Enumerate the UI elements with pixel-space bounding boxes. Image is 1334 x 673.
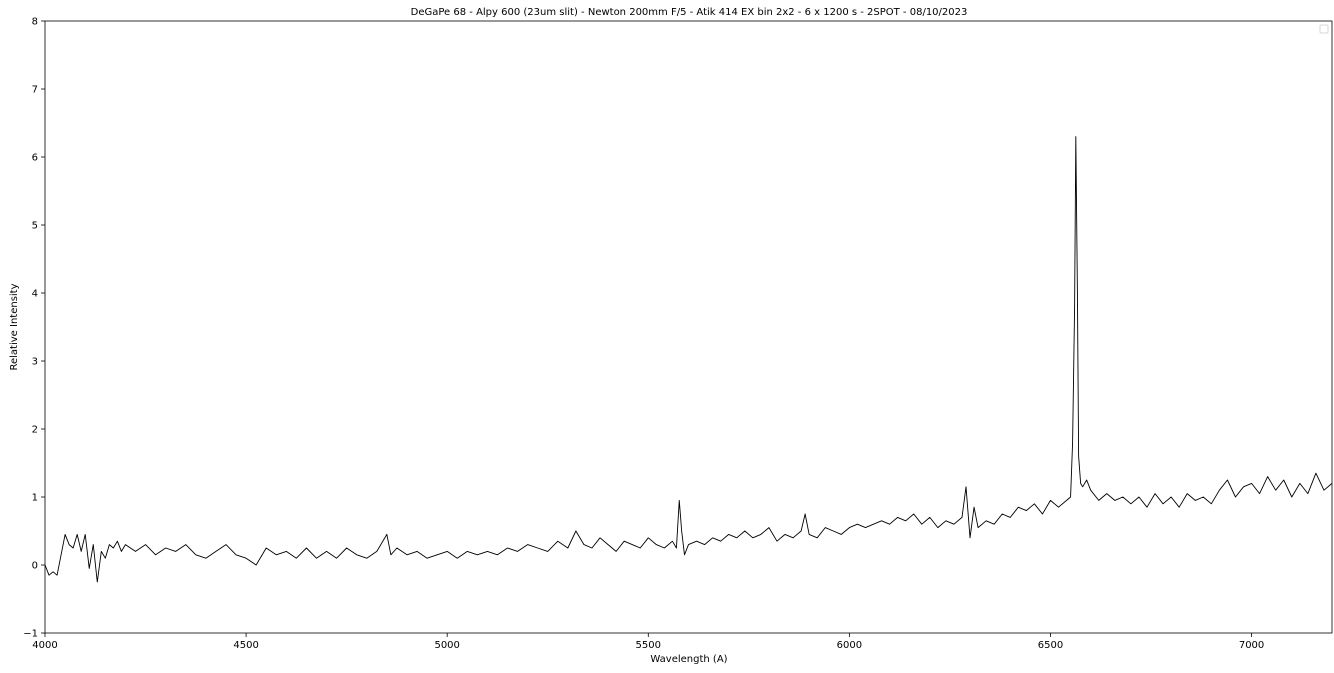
x-tick-label: 5500 <box>636 640 661 651</box>
y-tick-label: 8 <box>32 17 38 28</box>
x-tick-label: 6500 <box>1038 640 1063 651</box>
x-axis-label: Wavelength (A) <box>650 654 727 665</box>
y-tick-label: 2 <box>32 425 38 436</box>
chart-title: DeGaPe 68 - Alpy 600 (23um slit) - Newto… <box>411 7 968 18</box>
y-tick-label: 6 <box>32 153 38 164</box>
plot-frame <box>44 20 1333 634</box>
y-tick-label: −1 <box>23 629 38 640</box>
y-tick-label: 3 <box>32 357 38 368</box>
y-tick-label: 5 <box>32 221 38 232</box>
x-tick-label: 5000 <box>434 640 459 651</box>
axis-ticks: 4000 4500 5000 5500 6000 6500 7000 −1 0 1 2 3 4 5 6 7 8 <box>23 17 1264 652</box>
legend-box <box>1319 24 1329 34</box>
x-tick-label: 4000 <box>32 640 57 651</box>
y-tick-label: 1 <box>32 493 38 504</box>
y-tick-label: 7 <box>32 85 38 96</box>
y-tick-label: 4 <box>32 289 38 300</box>
y-axis-label: Relative Intensity <box>9 283 20 370</box>
x-tick-label: 7000 <box>1239 640 1264 651</box>
x-tick-label: 6000 <box>837 640 862 651</box>
spectrum-line-series-0 <box>44 136 1333 583</box>
plot-area <box>44 136 1333 583</box>
x-tick-label: 4500 <box>233 640 258 651</box>
y-tick-label: 0 <box>32 561 38 572</box>
